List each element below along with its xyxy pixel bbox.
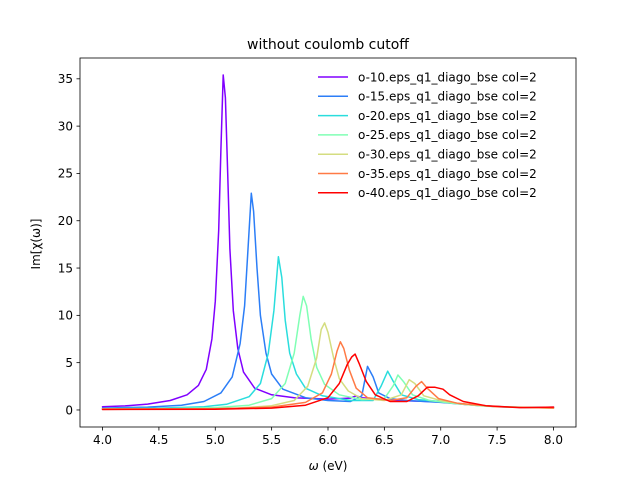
x-tick-label: 5.5 xyxy=(262,433,281,447)
series-line-4 xyxy=(101,295,555,410)
axes: 4.0 4.5 5.0 5.5 6.0 6.5 7.0 7.5 8.0 0 5 10 15 20 25 30 3… xyxy=(58,57,577,447)
y-tick-label: 5 xyxy=(65,356,73,370)
x-tick-label: 4.0 xyxy=(93,433,112,447)
series-line-3 xyxy=(101,255,555,410)
legend-label: o-30.eps_q1_diago_bse col=2 xyxy=(358,148,537,162)
x-axis-label-unit: (eV) xyxy=(319,459,348,473)
legend-label: o-10.eps_q1_diago_bse col=2 xyxy=(358,70,537,84)
y-tick-label: 15 xyxy=(58,261,73,275)
x-tick-label: 5.0 xyxy=(206,433,225,447)
y-tick-label: 20 xyxy=(58,214,73,228)
legend-label: o-40.eps_q1_diago_bse col=2 xyxy=(358,186,537,200)
y-tick-label: 25 xyxy=(58,167,73,181)
y-tick-label: 30 xyxy=(58,119,73,133)
legend-label: o-25.eps_q1_diago_bse col=2 xyxy=(358,128,537,142)
y-tick-label: 10 xyxy=(58,309,73,323)
y-axis-label: Im[χ(ω)] xyxy=(29,219,43,270)
x-tick-label: 8.0 xyxy=(544,433,563,447)
x-axis-label: ω (eV) xyxy=(309,459,348,473)
legend-label: o-20.eps_q1_diago_bse col=2 xyxy=(358,109,537,123)
series-line-5 xyxy=(101,322,555,410)
series-line-7 xyxy=(101,353,555,411)
x-tick-label: 6.5 xyxy=(375,433,394,447)
plot-area xyxy=(101,74,555,411)
x-tick-label: 6.0 xyxy=(318,433,337,447)
chart-title: without coulomb cutoff xyxy=(247,37,409,53)
legend-label: o-35.eps_q1_diago_bse col=2 xyxy=(358,167,537,181)
y-tick-label: 35 xyxy=(58,72,73,86)
x-tick-label: 4.5 xyxy=(149,433,168,447)
legend: o-10.eps_q1_diago_bse col=2 o-15.eps_q1_d… xyxy=(318,70,537,200)
series-line-6 xyxy=(101,341,555,410)
x-axis-label-symbol: ω xyxy=(309,459,319,473)
x-tick-label: 7.5 xyxy=(488,433,507,447)
x-tick-label: 7.0 xyxy=(431,433,450,447)
legend-label: o-15.eps_q1_diago_bse col=2 xyxy=(358,90,537,104)
y-tick-label: 0 xyxy=(65,403,73,417)
